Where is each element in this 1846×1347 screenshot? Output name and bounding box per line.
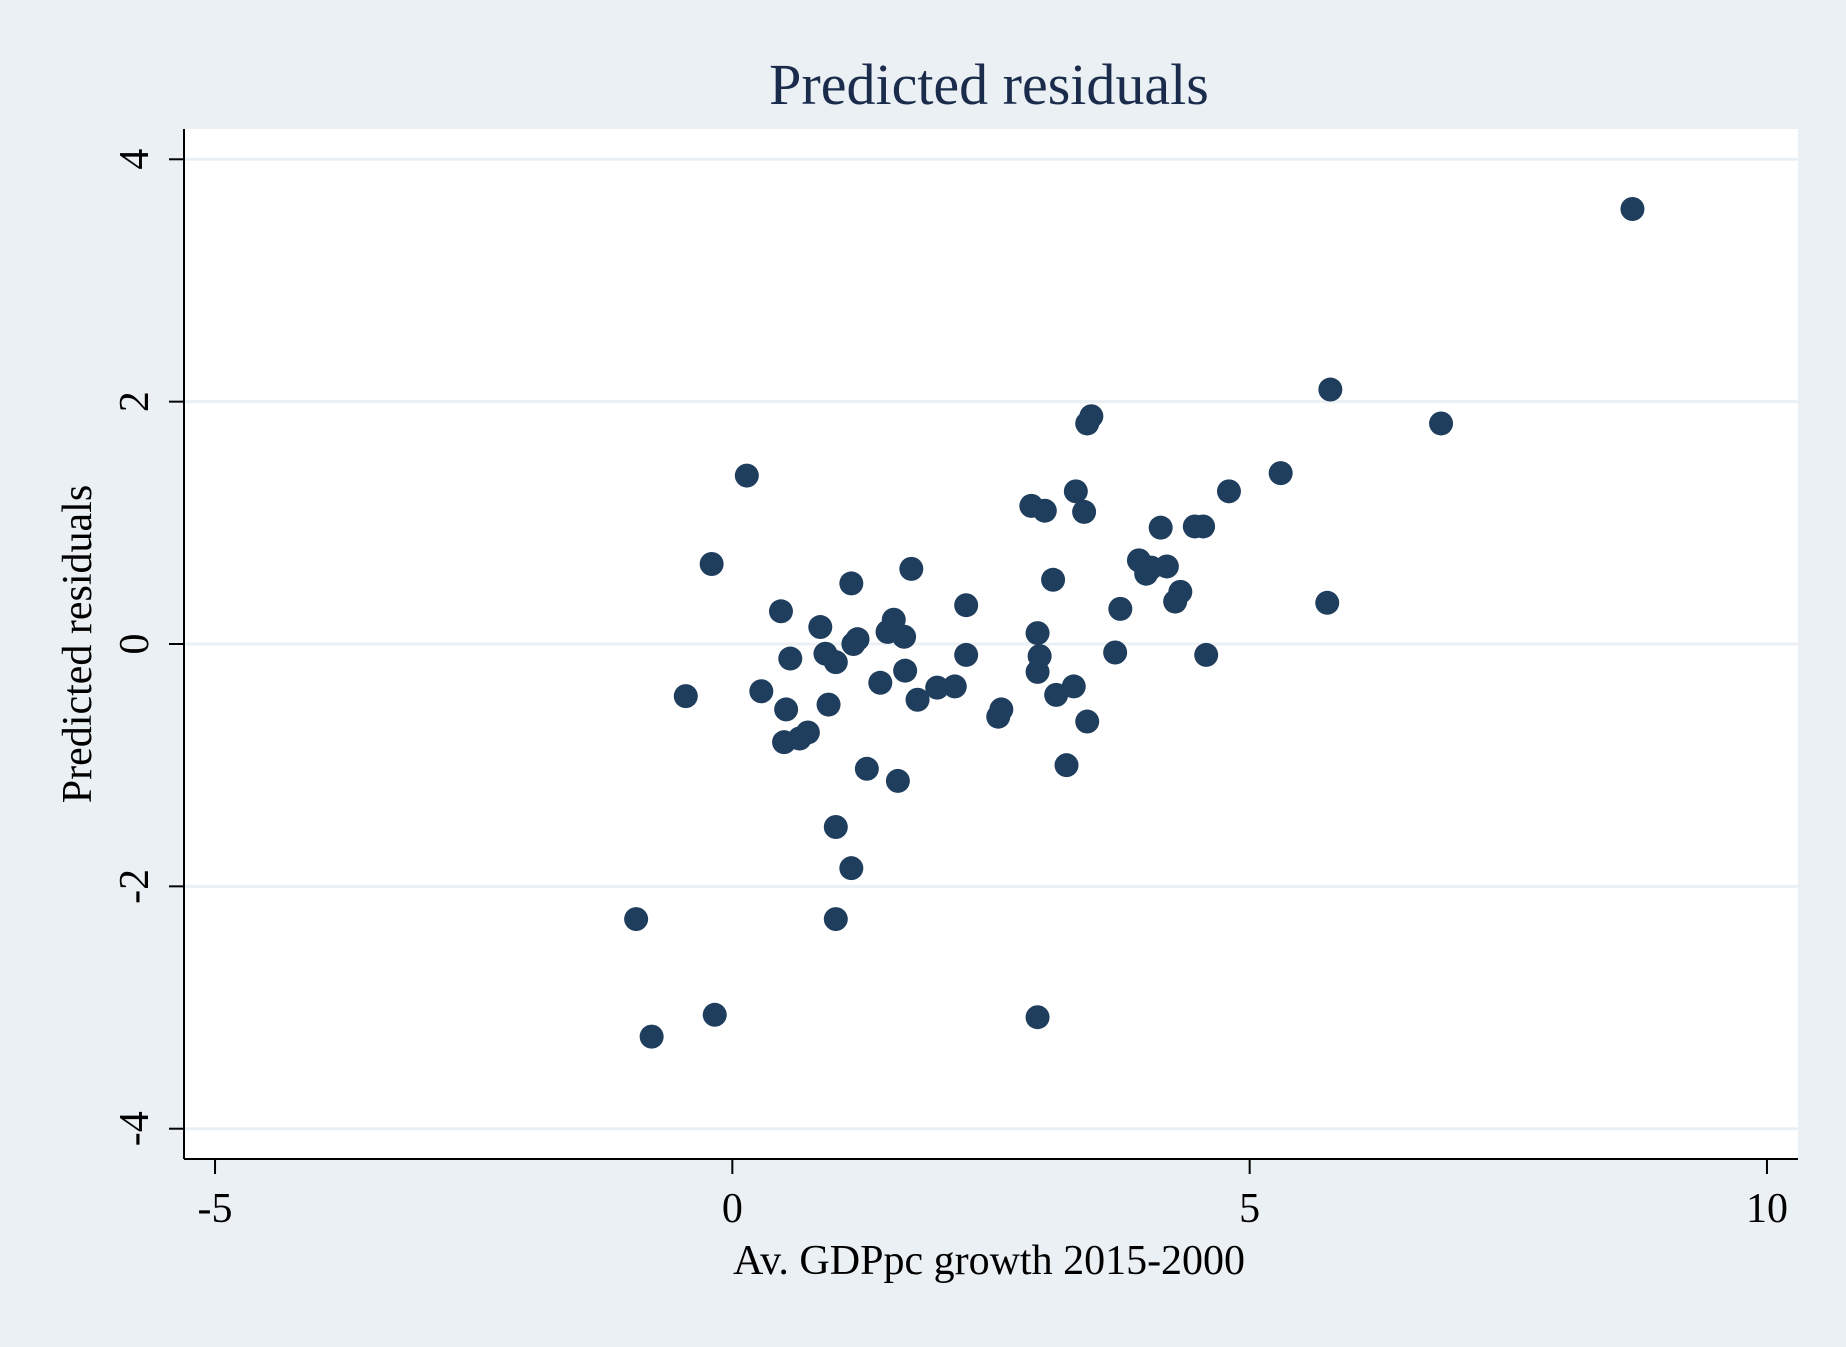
data-point bbox=[673, 684, 698, 709]
data-point bbox=[1154, 554, 1179, 579]
data-point bbox=[1061, 674, 1086, 699]
x-tick-label: 10 bbox=[1746, 1186, 1788, 1232]
data-point bbox=[702, 1002, 727, 1027]
axes: -4 -2 0 2 4 -5 0 5 10 bbox=[112, 129, 1798, 1232]
data-point bbox=[1315, 590, 1340, 615]
data-point bbox=[989, 697, 1014, 722]
data-point bbox=[1025, 621, 1050, 646]
data-point bbox=[1168, 579, 1193, 604]
data-point bbox=[892, 624, 917, 649]
data-point bbox=[1216, 479, 1241, 504]
data-point bbox=[1072, 499, 1097, 524]
x-tick-label: -5 bbox=[198, 1186, 233, 1232]
x-tick-label: 0 bbox=[722, 1186, 743, 1232]
data-point bbox=[868, 670, 893, 695]
data-point bbox=[954, 593, 979, 618]
data-point bbox=[808, 615, 833, 640]
data-point bbox=[893, 658, 918, 683]
data-point bbox=[1191, 514, 1216, 539]
data-point bbox=[1054, 753, 1079, 778]
data-point bbox=[823, 650, 848, 675]
data-point bbox=[1194, 642, 1219, 667]
data-point bbox=[1032, 498, 1057, 523]
data-point bbox=[734, 463, 759, 488]
data-point bbox=[639, 1024, 664, 1049]
data-point bbox=[942, 674, 967, 699]
y-tick-label: 2 bbox=[112, 391, 158, 412]
chart-title: Predicted residuals bbox=[769, 52, 1209, 117]
x-tick-label: 5 bbox=[1239, 1186, 1260, 1232]
data-point bbox=[1103, 640, 1128, 665]
data-point bbox=[699, 552, 724, 577]
data-point bbox=[823, 814, 848, 839]
data-point bbox=[778, 646, 803, 671]
data-point bbox=[954, 642, 979, 667]
grid-lines bbox=[184, 157, 1798, 1131]
data-point bbox=[1075, 709, 1100, 734]
data-point bbox=[1025, 1005, 1050, 1030]
data-point bbox=[854, 756, 879, 781]
y-tick-label: -2 bbox=[112, 869, 158, 904]
y-tick-label: -4 bbox=[112, 1111, 158, 1146]
data-points bbox=[624, 196, 1645, 1049]
data-point bbox=[1318, 377, 1343, 402]
data-point bbox=[768, 599, 793, 624]
data-point bbox=[905, 687, 930, 712]
data-point bbox=[823, 907, 848, 932]
data-point bbox=[624, 907, 649, 932]
data-point bbox=[749, 679, 774, 704]
data-point bbox=[1027, 644, 1052, 669]
data-point bbox=[925, 675, 950, 700]
data-point bbox=[1429, 411, 1454, 436]
data-point bbox=[1063, 479, 1088, 504]
y-tick-label: 0 bbox=[112, 634, 158, 655]
data-point bbox=[774, 697, 799, 722]
data-point bbox=[1148, 515, 1173, 540]
data-point bbox=[885, 768, 910, 793]
y-axis-label: Predicted residuals bbox=[55, 485, 101, 803]
data-point bbox=[899, 556, 924, 581]
data-point bbox=[795, 720, 820, 745]
data-point bbox=[845, 627, 870, 652]
y-tick-label: 4 bbox=[112, 149, 158, 170]
data-point bbox=[816, 692, 841, 717]
data-point bbox=[839, 571, 864, 596]
data-point bbox=[1108, 596, 1133, 621]
data-point bbox=[1620, 196, 1645, 221]
data-point bbox=[839, 856, 864, 881]
data-point bbox=[1268, 461, 1293, 486]
x-axis-label: Av. GDPpc growth 2015-2000 bbox=[733, 1238, 1245, 1284]
data-point bbox=[1079, 404, 1104, 429]
data-point bbox=[1041, 567, 1066, 592]
